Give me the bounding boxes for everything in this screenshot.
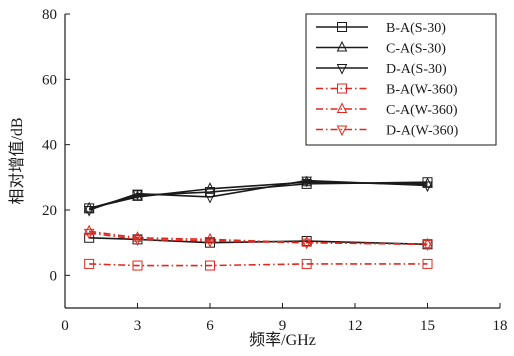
data-point: [301, 178, 312, 189]
data-point: [132, 231, 143, 242]
data-point: [83, 206, 95, 217]
y-tick-label: 40: [42, 138, 57, 154]
x-tick-label: 0: [61, 318, 69, 334]
legend-label: D-A(S-30): [386, 62, 447, 77]
data-point: [132, 235, 143, 247]
legend-label: D-A(W-360): [386, 124, 459, 139]
data-point: [205, 260, 215, 271]
x-tick-label: 9: [279, 318, 287, 334]
series-4: [84, 258, 433, 271]
data-point: [204, 182, 216, 193]
legend-marker: [336, 102, 348, 113]
y-tick-label: 20: [42, 203, 57, 219]
series-5: [83, 224, 433, 249]
y-tick-label: 80: [42, 7, 57, 23]
legend-marker: [336, 64, 348, 75]
series-line: [89, 230, 428, 246]
series-3: [83, 176, 433, 217]
legend-marker: [336, 40, 348, 52]
x-axis-label: 频率/GHz: [249, 331, 316, 349]
legend-item: B-A(S-30): [316, 21, 446, 36]
data-point: [83, 201, 95, 213]
x-tick-label: 12: [348, 318, 363, 334]
series-line: [88, 179, 428, 211]
data-point: [83, 224, 95, 236]
series-6: [83, 228, 433, 251]
data-point: [422, 181, 433, 193]
y-axis-ticks: 0 20 40 60 80: [42, 7, 70, 284]
data-point: [422, 177, 433, 188]
data-point: [422, 237, 433, 249]
y-axis-label: 相对增值/dB: [8, 117, 26, 204]
legend-label: B-A(W-360): [386, 83, 458, 98]
data-point: [301, 176, 312, 188]
legend-marker: [336, 125, 348, 137]
data-point: [422, 258, 433, 269]
legend-label: C-A(S-30): [386, 42, 446, 57]
data-point: [301, 258, 312, 269]
legend-item: C-A(W-360): [316, 102, 458, 118]
data-point: [301, 238, 312, 250]
legend-label: C-A(W-360): [386, 103, 458, 118]
legend-label: B-A(S-30): [386, 21, 446, 36]
legend: B-A(S-30) C-A(S-30) D-A(S-30) B-A(W-360) C-A…: [305, 13, 497, 146]
x-tick-label: 6: [206, 318, 214, 334]
x-tick-label: 3: [134, 318, 142, 334]
data-point: [422, 240, 433, 251]
data-point: [132, 260, 143, 271]
legend-marker: [337, 83, 347, 94]
y-tick-label: 60: [42, 72, 57, 88]
series-layer: [83, 175, 433, 271]
legend-box: [305, 13, 497, 146]
data-point: [132, 190, 143, 201]
x-tick-label: 18: [493, 318, 508, 334]
legend-item: B-A(W-360): [316, 83, 458, 98]
series-line: [89, 232, 428, 246]
data-point: [204, 232, 216, 244]
data-point: [83, 228, 95, 240]
y-tick-label: 0: [50, 268, 58, 284]
series-line: [89, 263, 428, 267]
data-point: [204, 237, 216, 248]
data-point: [132, 189, 143, 201]
legend-marker: [337, 22, 347, 32]
legend-item: C-A(S-30): [316, 40, 446, 57]
data-point: [84, 258, 95, 269]
x-tick-label: 15: [420, 318, 435, 334]
legend-item: D-A(S-30): [316, 62, 447, 77]
data-point: [301, 236, 312, 247]
x-axis-ticks: 0 3 6 9 12 15 18: [61, 303, 508, 334]
data-point: [204, 192, 216, 204]
legend-item: D-A(W-360): [316, 124, 459, 139]
